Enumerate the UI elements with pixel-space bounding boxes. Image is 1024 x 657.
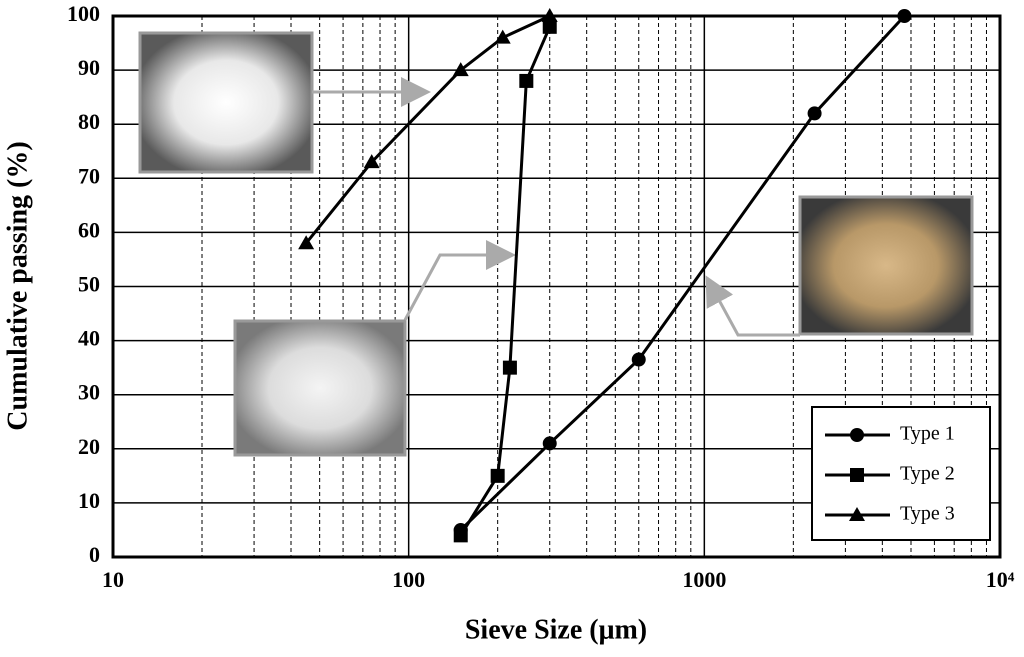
y-tick-label: 10	[78, 488, 100, 513]
photos	[138, 31, 974, 457]
y-tick-label: 50	[78, 272, 100, 297]
y-tick-label: 60	[78, 217, 100, 242]
marker	[850, 428, 864, 442]
marker	[298, 235, 315, 250]
y-tick-label: 80	[78, 109, 100, 134]
arrow	[403, 240, 516, 321]
y-tick-label: 90	[78, 55, 100, 80]
marker	[494, 29, 511, 44]
y-tick-label: 20	[78, 434, 100, 459]
legend-label: Type 3	[900, 503, 955, 525]
legend-label: Type 2	[900, 463, 955, 485]
y-tick-label: 100	[67, 1, 100, 26]
marker	[490, 468, 505, 483]
marker	[807, 106, 822, 121]
y-tick-label: 30	[78, 380, 100, 405]
marker	[363, 154, 380, 169]
x-tick-label: 10	[102, 567, 124, 592]
x-tick-label: 10⁴	[986, 567, 1015, 592]
marker	[453, 528, 468, 543]
marker	[519, 73, 534, 88]
marker	[631, 352, 646, 367]
marker	[452, 62, 469, 77]
marker	[849, 507, 865, 521]
y-tick-label: 40	[78, 326, 100, 351]
series-line	[459, 26, 552, 537]
x-tick-label: 1000	[682, 567, 726, 592]
x-tick-label: 100	[392, 567, 425, 592]
y-tick-label: 70	[78, 163, 100, 188]
legend-label: Type 1	[900, 423, 955, 445]
legend: Type 1 Type 2 Type 3	[811, 406, 991, 541]
marker	[542, 436, 557, 451]
arrow	[705, 275, 800, 337]
photo-type2	[233, 319, 407, 457]
plot	[298, 8, 912, 543]
photo-type1	[798, 195, 974, 336]
y-axis-title: Cumulative passing (%)	[2, 141, 33, 430]
plot-frame	[111, 14, 1002, 559]
x-axis-title: Sieve Size (μm)	[465, 614, 647, 645]
y-tick-label: 0	[89, 542, 100, 567]
photo-type3	[138, 31, 314, 174]
marker	[850, 468, 864, 482]
marker	[502, 360, 517, 375]
marker	[542, 19, 557, 34]
